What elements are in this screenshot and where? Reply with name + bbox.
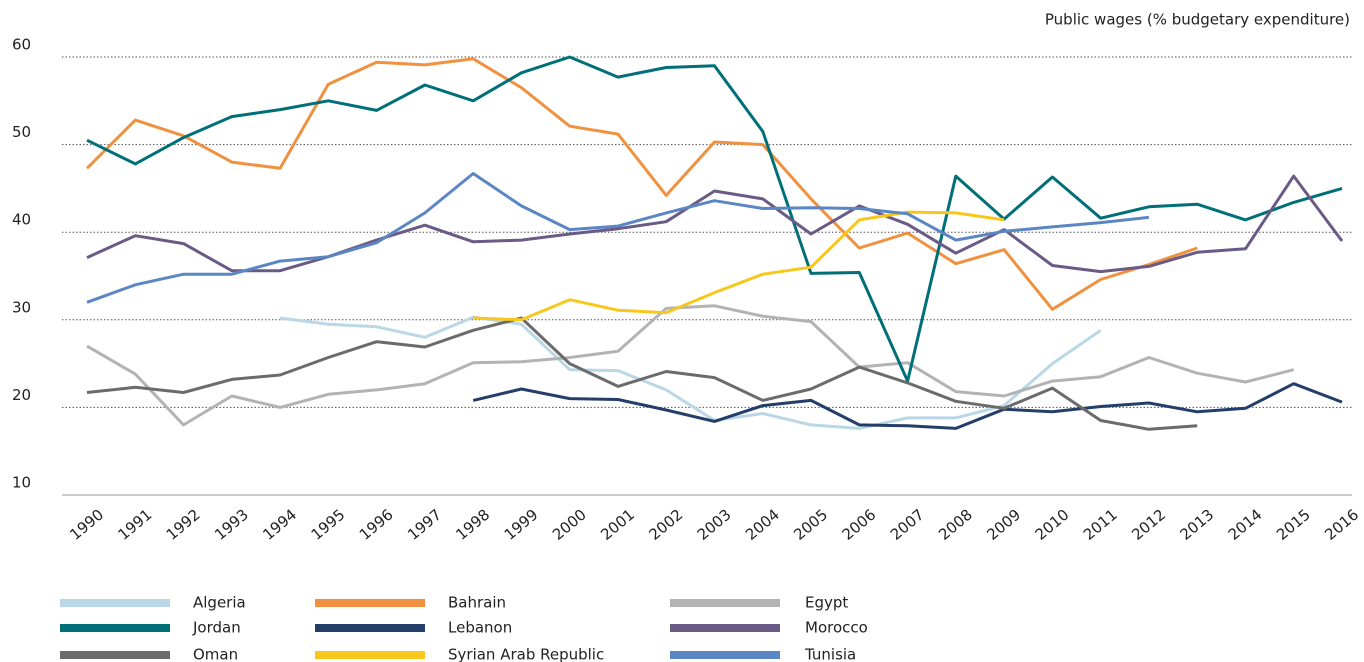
line-series (86, 304, 1295, 427)
x-tick-label: 2000 (549, 505, 590, 543)
legend-swatch (670, 651, 780, 659)
y-axis-label: Public wages (% budgetary expenditure) (1045, 11, 1350, 29)
x-tick-label: 1999 (501, 505, 542, 543)
legend-label: Morocco (805, 619, 868, 637)
y-tick-label: 40 (12, 211, 31, 229)
line-series (473, 210, 1005, 322)
x-tick-label: 2009 (983, 505, 1024, 543)
line-series (86, 172, 1150, 304)
legend-swatch (315, 599, 425, 607)
legend-label: Syrian Arab Republic (448, 646, 604, 662)
line-series (85, 57, 1198, 311)
x-tick-label: 2004 (742, 505, 783, 543)
line-series (86, 174, 1344, 274)
legend-swatch (670, 624, 780, 632)
x-tick-label: 2002 (645, 505, 686, 543)
legend-label: Algeria (193, 594, 246, 612)
x-tick-label: 2010 (1032, 505, 1073, 543)
legend-swatch (670, 599, 780, 607)
legend-label: Jordan (192, 619, 241, 637)
x-tick-label: 2016 (1321, 505, 1362, 543)
x-tick-label: 2013 (1176, 505, 1217, 543)
legend-swatch (60, 599, 170, 607)
legend-swatch (60, 651, 170, 659)
legend-label: Oman (193, 646, 238, 662)
x-tick-label: 2011 (1080, 505, 1121, 543)
x-tick-label: 2015 (1273, 505, 1314, 543)
y-tick-label: 30 (12, 298, 31, 316)
y-tick-label: 50 (12, 123, 31, 141)
x-tick-label: 1995 (308, 505, 349, 543)
line-series (472, 382, 1343, 430)
y-tick-label: 60 (12, 36, 31, 54)
line-series (279, 315, 1102, 430)
x-tick-label: 1991 (115, 505, 156, 543)
y-tick-label: 20 (12, 386, 31, 404)
legend-label: Lebanon (448, 619, 512, 637)
x-tick-label: 2007 (887, 505, 928, 543)
x-tick-label: 2003 (694, 505, 735, 543)
x-tick-label: 2005 (790, 505, 831, 543)
x-tick-label: 1992 (163, 505, 204, 543)
x-tick-label: 1994 (259, 505, 300, 543)
legend-label: Bahrain (448, 594, 506, 612)
x-tick-label: 1996 (356, 505, 397, 543)
x-tick-label: 1993 (211, 505, 252, 543)
legend-swatch (60, 624, 170, 632)
x-tick-label: 2008 (935, 505, 976, 543)
line-series (86, 316, 1198, 431)
legend-label: Tunisia (804, 646, 856, 662)
y-tick-label: 10 (12, 474, 31, 492)
legend-swatch (315, 624, 425, 632)
x-tick-label: 1990 (66, 505, 107, 543)
line-series (86, 55, 1343, 383)
legend-swatch (315, 651, 425, 659)
x-tick-label: 2014 (1225, 505, 1266, 543)
x-tick-label: 2006 (839, 505, 880, 543)
x-tick-label: 1997 (404, 505, 445, 543)
x-tick-label: 2012 (1128, 505, 1169, 543)
x-tick-label: 1998 (452, 505, 493, 543)
x-tick-label: 2001 (597, 505, 638, 543)
legend-label: Egypt (805, 594, 848, 612)
